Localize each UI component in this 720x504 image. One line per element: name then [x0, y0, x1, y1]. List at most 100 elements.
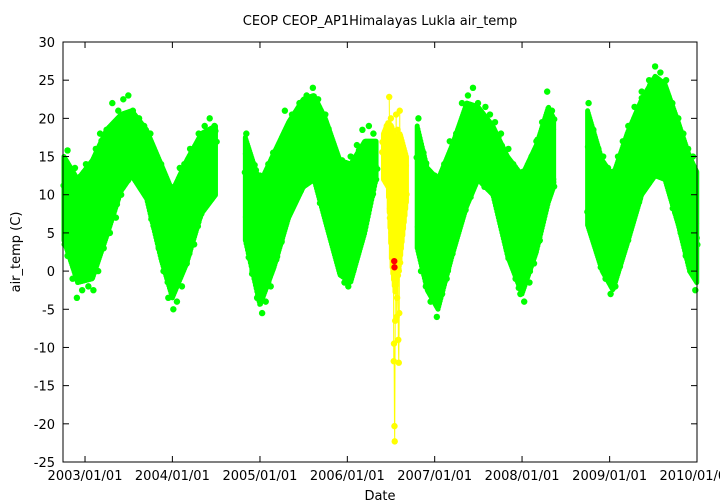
data-point [322, 111, 329, 118]
data-point [288, 111, 296, 118]
data-point [85, 283, 92, 290]
data-point [462, 206, 469, 214]
data-point [401, 168, 408, 176]
data-point [638, 88, 645, 95]
data-point [73, 294, 81, 302]
data-point [314, 96, 322, 103]
data-point [526, 279, 533, 286]
data-point [694, 241, 701, 248]
data-point [642, 183, 649, 191]
data-point [390, 358, 397, 365]
data-point [140, 122, 148, 130]
data-point [71, 164, 79, 172]
data-point [244, 241, 251, 248]
data-point [267, 283, 274, 290]
data-point [649, 172, 657, 179]
data-point [541, 206, 548, 214]
data-point [453, 130, 460, 137]
data-point [362, 218, 370, 225]
data-point [403, 162, 410, 169]
data-point [494, 199, 501, 206]
series-bad [391, 257, 398, 271]
data-point [345, 283, 352, 290]
data-point [183, 260, 190, 267]
data-point [622, 237, 630, 244]
data-point [546, 183, 553, 191]
data-point [300, 180, 307, 187]
data-layer [60, 63, 701, 445]
data-point [595, 145, 602, 153]
data-point [96, 130, 104, 137]
plot-frame [62, 41, 698, 463]
data-point [417, 267, 425, 275]
data-point [243, 130, 250, 137]
data-point [472, 176, 479, 183]
data-point [523, 172, 530, 179]
data-point [334, 153, 341, 160]
data-point [195, 130, 202, 137]
data-point [514, 168, 522, 176]
data-point [150, 214, 157, 221]
data-point [614, 153, 622, 160]
data-point [152, 153, 160, 160]
data-point [548, 107, 556, 114]
data-point [147, 130, 154, 137]
chart-title: CEOP CEOP_AP1Himalayas Lukla air_temp [243, 14, 517, 29]
x-tick-label: 2004/01/01 [135, 469, 210, 484]
data-point [256, 172, 264, 179]
data-point [390, 191, 397, 198]
data-point [275, 141, 282, 149]
data-point [117, 191, 125, 198]
data-point [509, 160, 517, 168]
data-point [415, 115, 422, 122]
data-point [285, 210, 292, 218]
data-point [467, 187, 475, 195]
data-point [61, 164, 68, 172]
data-point [92, 145, 99, 153]
x-tick-label: 2007/01/01 [397, 469, 472, 484]
data-point [536, 237, 543, 244]
data-point [391, 422, 398, 430]
data-point [585, 99, 592, 107]
data-point [178, 283, 186, 290]
data-point [374, 165, 381, 172]
data-point [138, 176, 145, 183]
data-point [327, 145, 335, 153]
data-point [441, 160, 448, 168]
data-point [397, 138, 405, 145]
data-point [396, 107, 403, 114]
data-point [330, 244, 337, 252]
data-point [258, 309, 266, 317]
data-point [162, 176, 170, 183]
data-point [203, 195, 211, 202]
data-point [680, 130, 687, 137]
y-tick-label: -5 [42, 303, 55, 318]
data-point [94, 267, 102, 275]
data-point [431, 172, 438, 179]
data-point [671, 202, 679, 210]
data-point [269, 149, 277, 156]
data-point [528, 153, 535, 160]
data-point [353, 141, 361, 149]
x-tick-label: 2005/01/01 [223, 469, 298, 484]
data-point [443, 275, 450, 282]
data-point [665, 183, 672, 191]
data-point [456, 222, 463, 229]
data-point [396, 309, 403, 317]
data-point [67, 176, 74, 183]
data-point [391, 264, 398, 271]
data-point [208, 191, 216, 198]
data-point [491, 118, 499, 126]
data-point [386, 93, 393, 101]
data-point [619, 138, 627, 145]
x-axis: 2003/01/01 2004/01/01 2005/01/01 2006/01/01… [48, 42, 720, 484]
data-point [692, 286, 699, 294]
data-point [190, 241, 198, 248]
x-tick-label: 2009/01/01 [572, 469, 647, 484]
data-point [662, 76, 670, 84]
data-point [347, 153, 354, 160]
data-point [155, 244, 162, 252]
data-point [592, 241, 600, 248]
data-point [305, 172, 313, 179]
data-point [129, 107, 137, 114]
